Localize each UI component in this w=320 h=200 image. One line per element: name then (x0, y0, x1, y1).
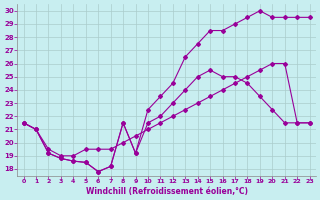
X-axis label: Windchill (Refroidissement éolien,°C): Windchill (Refroidissement éolien,°C) (86, 187, 248, 196)
